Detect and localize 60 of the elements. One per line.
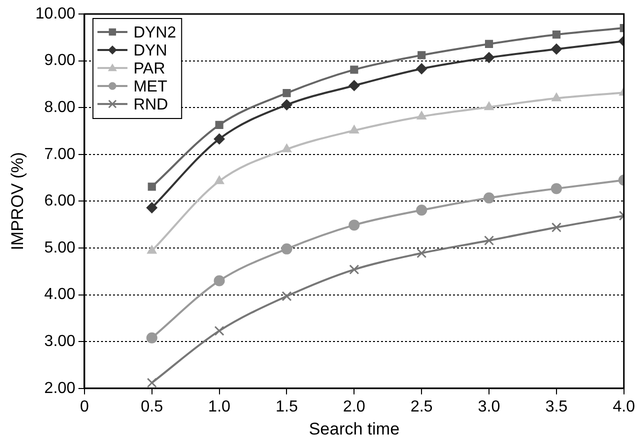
point: [484, 236, 494, 246]
point: [349, 264, 360, 275]
point: [418, 51, 426, 60]
point: [146, 202, 158, 214]
legend-label: RND: [133, 96, 168, 114]
point: [551, 222, 562, 232]
point: [484, 192, 495, 204]
x-tick-label: 1.0: [208, 398, 231, 416]
point: [281, 99, 292, 110]
point: [281, 243, 292, 254]
point: [416, 248, 427, 258]
y-tick-label: 7.00: [44, 146, 76, 163]
x-tick-label: 3.5: [545, 398, 568, 416]
point: [214, 275, 225, 286]
point: [552, 30, 560, 39]
x-tick-label: 3.0: [478, 398, 500, 416]
point: [282, 291, 292, 302]
y-axis-title: IMPROV (%): [8, 152, 27, 250]
point: [550, 183, 562, 194]
point: [484, 52, 495, 64]
x-tick-label: 4.0: [612, 398, 636, 416]
point: [348, 220, 360, 231]
point: [214, 176, 224, 184]
point: [348, 80, 360, 92]
point: [147, 245, 157, 254]
x-tick-label: 0: [80, 398, 89, 416]
y-tick-label: 8.00: [44, 99, 76, 116]
legend-label: DYN2: [133, 24, 176, 42]
y-tick-label: 9.00: [44, 52, 76, 70]
point: [550, 44, 562, 55]
point: [484, 40, 494, 48]
point: [416, 204, 428, 216]
y-tick-label: 2.00: [44, 380, 76, 397]
y-tick-label: 4.00: [44, 286, 76, 304]
point: [214, 133, 225, 144]
point: [146, 332, 158, 344]
x-tick-label: 2.0: [343, 398, 366, 416]
y-tick-label: 5.00: [44, 239, 76, 256]
point: [350, 66, 358, 74]
legend-label: DYN: [133, 42, 168, 60]
x-axis-title: Search time: [308, 419, 400, 438]
legend-label: MET: [133, 78, 168, 96]
point: [416, 63, 428, 74]
point: [282, 89, 291, 98]
point: [146, 378, 157, 388]
point: [484, 102, 494, 110]
y-tick-label: 6.00: [44, 192, 76, 210]
point: [215, 120, 224, 129]
point: [552, 92, 562, 102]
point: [214, 326, 224, 336]
x-tick-label: 2.5: [410, 398, 433, 416]
x-tick-label: 1.5: [276, 398, 298, 416]
legend-label: PAR: [133, 60, 166, 78]
point: [282, 144, 292, 152]
point: [349, 125, 359, 134]
y-tick-label: 3.00: [44, 333, 76, 350]
y-tick-label: 10.00: [35, 5, 76, 22]
x-tick-label: 0.5: [140, 398, 164, 416]
point: [148, 182, 156, 191]
point: [416, 110, 426, 120]
